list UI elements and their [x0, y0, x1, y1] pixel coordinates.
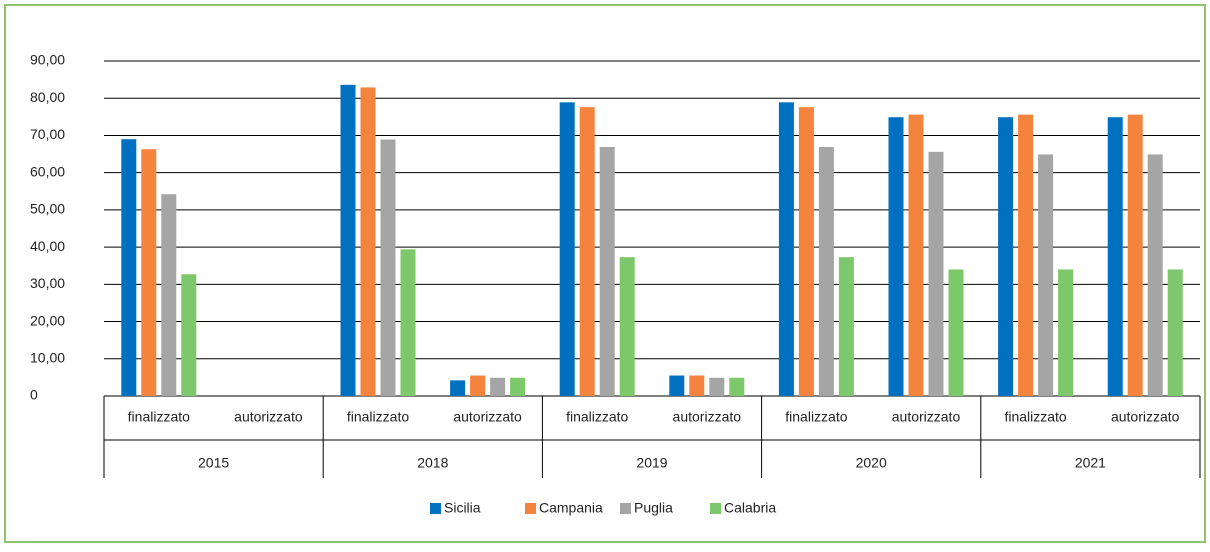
bar — [1147, 154, 1163, 396]
legend-label: Calabria — [724, 500, 776, 516]
bar — [1058, 269, 1074, 396]
bar — [778, 102, 794, 397]
y-tick-label: 40,00 — [30, 238, 65, 254]
group-label: 2018 — [417, 455, 448, 471]
bar — [380, 139, 396, 397]
bar — [1107, 117, 1123, 396]
bar — [798, 107, 814, 397]
bar — [709, 377, 725, 396]
x-tick-label: finalizzato — [128, 409, 190, 425]
bar — [141, 149, 157, 396]
y-tick-label: 60,00 — [30, 163, 65, 179]
legend-label: Sicilia — [444, 500, 481, 516]
bar — [908, 114, 924, 396]
x-tick-label: finalizzato — [347, 409, 409, 425]
y-tick-label: 70,00 — [30, 126, 65, 142]
bar — [729, 377, 745, 396]
bar — [928, 151, 944, 396]
bar — [470, 375, 486, 396]
bar — [121, 139, 137, 396]
bar — [599, 146, 615, 396]
bar — [360, 87, 376, 396]
x-tick-label: autorizzato — [453, 409, 522, 425]
x-tick-label: finalizzato — [785, 409, 847, 425]
bar — [510, 377, 526, 396]
bar — [838, 257, 854, 396]
bar — [669, 375, 685, 396]
bar — [998, 117, 1014, 396]
bar — [1167, 269, 1183, 396]
x-tick-label: autorizzato — [1111, 409, 1180, 425]
x-tick-label: finalizzato — [1004, 409, 1066, 425]
legend-label: Campania — [539, 500, 603, 516]
frame — [4, 4, 1206, 543]
legend-swatch — [430, 503, 441, 514]
legend-swatch — [710, 503, 721, 514]
x-tick-label: autorizzato — [673, 409, 742, 425]
bar — [490, 377, 506, 396]
bar — [161, 194, 177, 396]
group-label: 2015 — [198, 455, 229, 471]
bar — [450, 380, 466, 396]
bar — [1038, 154, 1054, 396]
bar — [888, 117, 904, 396]
bar — [1127, 114, 1143, 396]
x-tick-label: finalizzato — [566, 409, 628, 425]
group-label: 2019 — [636, 455, 667, 471]
y-tick-label: 90,00 — [30, 52, 65, 68]
x-tick-label: autorizzato — [892, 409, 961, 425]
bar — [818, 146, 834, 396]
bar — [559, 102, 575, 397]
bar — [619, 257, 635, 396]
y-tick-label: 0 — [30, 387, 38, 403]
x-tick-label: autorizzato — [234, 409, 303, 425]
bar — [579, 107, 595, 397]
group-label: 2021 — [1075, 455, 1106, 471]
bar — [400, 249, 416, 396]
y-tick-label: 20,00 — [30, 312, 65, 328]
bar — [181, 274, 197, 396]
y-tick-label: 80,00 — [30, 89, 65, 105]
legend-swatch — [525, 503, 536, 514]
legend-label: Puglia — [634, 500, 673, 516]
bar — [948, 269, 964, 396]
y-tick-label: 50,00 — [30, 201, 65, 217]
bar — [340, 84, 356, 397]
bar — [689, 375, 705, 396]
y-tick-label: 30,00 — [30, 275, 65, 291]
legend-swatch — [620, 503, 631, 514]
y-tick-label: 10,00 — [30, 349, 65, 365]
group-label: 2020 — [856, 455, 887, 471]
bar — [1018, 114, 1034, 396]
